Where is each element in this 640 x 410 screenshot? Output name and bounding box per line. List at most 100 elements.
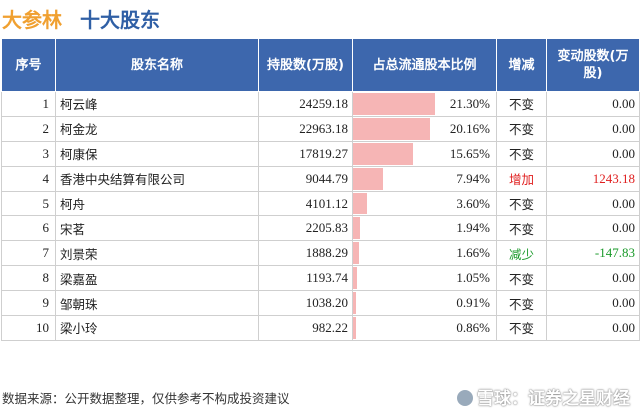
ratio-bar — [353, 267, 358, 290]
row-index: 6 — [1, 215, 56, 242]
shares-held: 1038.20 — [258, 290, 353, 317]
col-header-shares: 持股数(万股) — [258, 38, 353, 92]
change-shares: 0.00 — [546, 115, 640, 142]
shareholder-name: 柯舟 — [55, 190, 259, 217]
change-shares: 0.00 — [546, 315, 640, 341]
snowball-logo-icon — [457, 390, 473, 406]
page-title: 大参林 十大股东 — [0, 0, 640, 36]
change-status: 不变 — [496, 140, 547, 167]
table-row: 2 柯金龙 22963.18 20.16% 不变 0.00 — [1, 115, 640, 142]
ratio-cell: 1.05% — [352, 265, 497, 292]
ratio-value: 0.91% — [456, 295, 490, 311]
shares-held: 4101.12 — [258, 190, 353, 217]
row-index: 7 — [1, 240, 56, 267]
ratio-value: 1.05% — [456, 270, 490, 286]
shareholder-name: 刘景荣 — [55, 240, 259, 267]
col-header-delta: 变动股数(万股) — [546, 38, 640, 92]
row-index: 2 — [1, 115, 56, 142]
change-status: 不变 — [496, 215, 547, 242]
table-row: 8 梁嘉盈 1193.74 1.05% 不变 0.00 — [1, 265, 640, 292]
shares-held: 982.22 — [258, 315, 353, 341]
table-row: 5 柯舟 4101.12 3.60% 不变 0.00 — [1, 190, 640, 217]
shareholder-name: 柯金龙 — [55, 115, 259, 142]
shares-held: 17819.27 — [258, 140, 353, 167]
change-status: 增加 — [496, 165, 547, 192]
shareholder-name: 邹朝珠 — [55, 290, 259, 317]
change-status: 不变 — [496, 91, 547, 117]
shareholder-name: 柯云峰 — [55, 91, 259, 117]
ratio-value: 15.65% — [449, 145, 490, 161]
page-subtitle: 十大股东 — [80, 8, 160, 32]
ratio-cell: 7.94% — [352, 165, 497, 192]
shares-held: 1193.74 — [258, 265, 353, 292]
shareholder-name: 梁嘉盈 — [55, 265, 259, 292]
change-status: 不变 — [496, 315, 547, 341]
ratio-cell: 3.60% — [352, 190, 497, 217]
shares-held: 22963.18 — [258, 115, 353, 142]
table-row: 9 邹朝珠 1038.20 0.91% 不变 0.00 — [1, 290, 640, 317]
shareholders-table: 序号 股东名称 持股数(万股) 占总流通股本比例 增减 变动股数(万股) 1 柯云… — [1, 38, 640, 341]
row-index: 8 — [1, 265, 56, 292]
watermark-text: 雪球：证券之星财经 — [477, 389, 630, 409]
change-shares: 0.00 — [546, 91, 640, 117]
ratio-cell: 1.66% — [352, 240, 497, 267]
ratio-bar — [353, 217, 361, 240]
table-row: 1 柯云峰 24259.18 21.30% 不变 0.00 — [1, 91, 640, 117]
col-header-index: 序号 — [1, 38, 56, 92]
ratio-cell: 0.91% — [352, 290, 497, 317]
change-status: 减少 — [496, 240, 547, 267]
col-header-change: 增减 — [496, 38, 547, 92]
table-row: 7 刘景荣 1888.29 1.66% 减少 -147.83 — [1, 240, 640, 267]
ratio-value: 1.94% — [456, 220, 490, 236]
ratio-value: 7.94% — [456, 170, 490, 186]
ratio-bar — [353, 167, 384, 190]
change-status: 不变 — [496, 115, 547, 142]
ratio-bar — [353, 242, 360, 265]
ratio-cell: 15.65% — [352, 140, 497, 167]
ratio-cell: 0.86% — [352, 315, 497, 341]
change-shares: 0.00 — [546, 140, 640, 167]
ratio-cell: 20.16% — [352, 115, 497, 142]
change-status: 不变 — [496, 290, 547, 317]
ratio-value: 1.66% — [456, 245, 490, 261]
stock-name: 大参林 — [2, 8, 62, 32]
row-index: 10 — [1, 315, 56, 341]
ratio-value: 0.86% — [456, 319, 490, 335]
change-status: 不变 — [496, 265, 547, 292]
shareholder-name: 香港中央结算有限公司 — [55, 165, 259, 192]
ratio-bar — [353, 317, 357, 339]
table-row: 6 宋茗 2205.83 1.94% 不变 0.00 — [1, 215, 640, 242]
shares-held: 9044.79 — [258, 165, 353, 192]
col-header-ratio: 占总流通股本比例 — [352, 38, 497, 92]
change-shares: 1243.18 — [546, 165, 640, 192]
watermark: 雪球：证券之星财经 — [457, 384, 630, 409]
shares-held: 2205.83 — [258, 215, 353, 242]
change-shares: 0.00 — [546, 190, 640, 217]
table-row: 3 柯康保 17819.27 15.65% 不变 0.00 — [1, 140, 640, 167]
change-shares: 0.00 — [546, 265, 640, 292]
row-index: 4 — [1, 165, 56, 192]
table-row: 10 梁小玲 982.22 0.86% 不变 0.00 — [1, 315, 640, 341]
col-header-name: 股东名称 — [55, 38, 259, 92]
ratio-bar — [353, 192, 367, 215]
data-source-note: 数据来源：公开数据整理，仅供参考不构成投资建议 — [2, 391, 290, 406]
ratio-cell: 1.94% — [352, 215, 497, 242]
row-index: 9 — [1, 290, 56, 317]
shares-held: 24259.18 — [258, 91, 353, 117]
change-shares: 0.00 — [546, 215, 640, 242]
ratio-bar — [353, 93, 435, 115]
shareholder-name: 梁小玲 — [55, 315, 259, 341]
table-row: 4 香港中央结算有限公司 9044.79 7.94% 增加 1243.18 — [1, 165, 640, 192]
ratio-value: 20.16% — [449, 120, 490, 136]
shareholder-name: 柯康保 — [55, 140, 259, 167]
ratio-bar — [353, 117, 431, 140]
table-header-row: 序号 股东名称 持股数(万股) 占总流通股本比例 增减 变动股数(万股) — [1, 38, 640, 92]
change-shares: -147.83 — [546, 240, 640, 267]
ratio-bar — [353, 142, 413, 165]
row-index: 5 — [1, 190, 56, 217]
ratio-bar — [353, 292, 357, 315]
change-shares: 0.00 — [546, 290, 640, 317]
ratio-cell: 21.30% — [352, 91, 497, 117]
ratio-value: 3.60% — [456, 195, 490, 211]
ratio-value: 21.30% — [449, 95, 490, 111]
